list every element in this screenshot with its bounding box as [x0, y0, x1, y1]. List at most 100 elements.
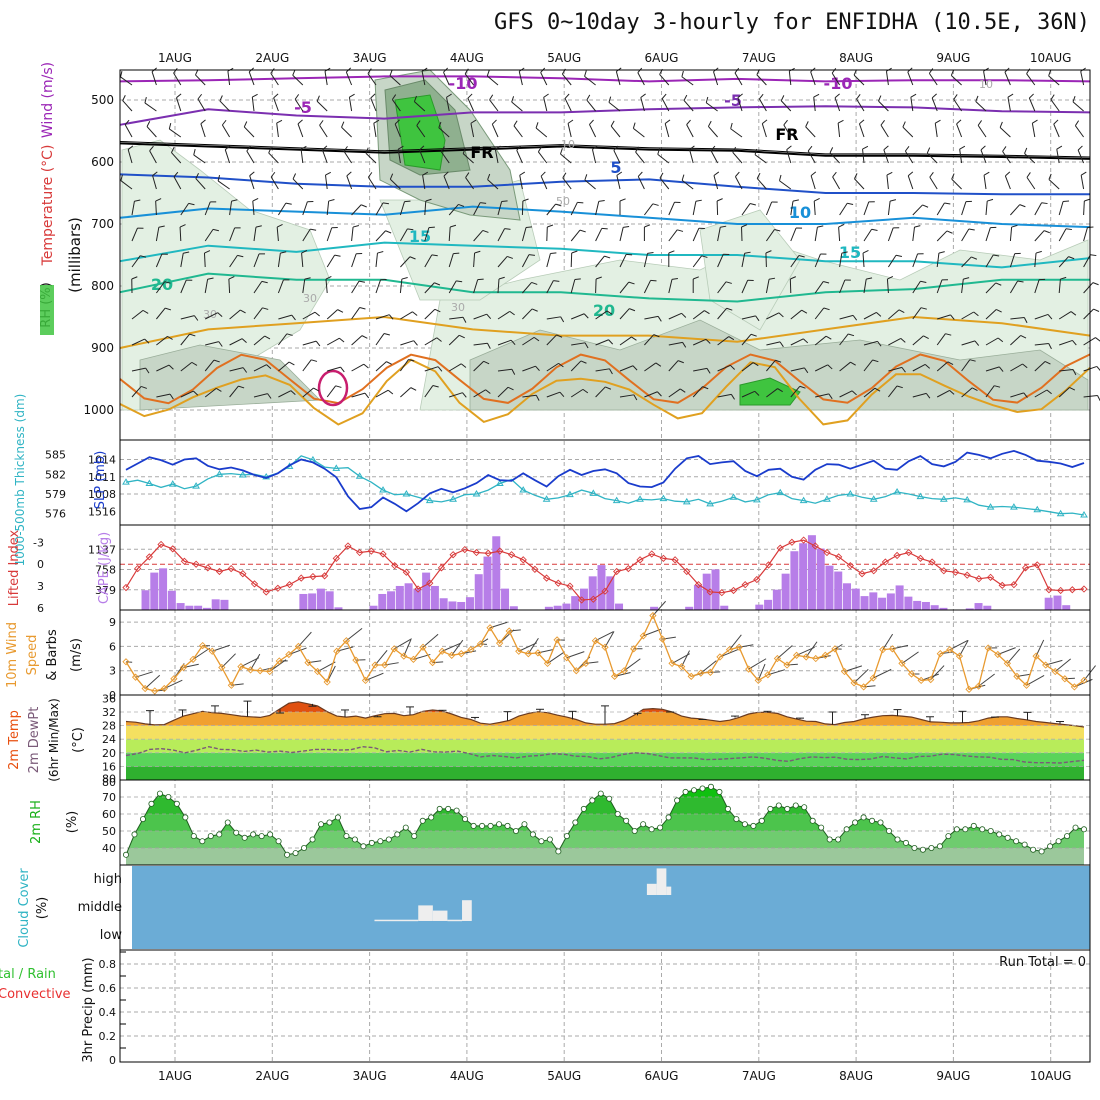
wind-barb-feather [146, 121, 151, 127]
wind-barb [980, 149, 987, 164]
wind-barb-feather [358, 280, 366, 283]
rh2m-marker [521, 821, 528, 828]
wind-barb [400, 340, 414, 346]
temperature-contour [119, 272, 1090, 303]
wind-barb [448, 334, 460, 346]
wind-barb-feather [953, 94, 958, 100]
rh2m-marker [826, 836, 833, 843]
thickness-marker [215, 470, 224, 477]
wind-barb [448, 363, 462, 372]
wind-barb [448, 204, 459, 216]
contour-label: -5 [724, 91, 742, 110]
wind-barb [567, 123, 572, 138]
wind-barb [120, 180, 133, 190]
li-tick-label: 0 [37, 558, 44, 571]
wind10-barb [298, 631, 312, 647]
rh2m-marker [224, 819, 231, 826]
wind-barb [1034, 253, 1037, 268]
wind-barb-feather [193, 149, 196, 156]
wind-barb-feather [391, 94, 397, 100]
wind-barb [880, 124, 889, 138]
rh2m-marker [470, 822, 477, 829]
wind-barb-feather [292, 173, 297, 180]
wind-barb [1034, 361, 1046, 372]
wind-barb-feather [1074, 120, 1080, 126]
wind-barb [292, 178, 304, 190]
thickness-marker [752, 495, 761, 503]
ylabel-temperature: Temperature (°C) [40, 145, 56, 267]
wind-barb [248, 71, 255, 86]
wind-barb-feather [231, 199, 238, 202]
wind-barb [151, 71, 157, 86]
cloud-block [462, 900, 472, 921]
wind-barb-feather [262, 307, 269, 310]
wind-barb [637, 72, 645, 86]
wind-barb [710, 150, 719, 164]
wind-barb [131, 201, 135, 216]
wind-barb [497, 386, 509, 398]
wind-barb-feather [668, 250, 675, 254]
wind-barb [204, 312, 218, 320]
cape-bar [439, 598, 448, 610]
wind-barb [741, 315, 756, 320]
wind10-barb [959, 640, 969, 657]
wind10-marker [131, 673, 140, 681]
wind-barb-feather [241, 338, 247, 344]
wind10-marker [802, 653, 810, 661]
wind-barb-feather [633, 394, 638, 401]
wind10-barb [1006, 648, 1021, 664]
cape-bar [571, 596, 580, 610]
lifted-index-marker [753, 575, 761, 584]
wind-barb [180, 203, 190, 216]
wind-barb [373, 123, 377, 138]
wind-barb-feather [1068, 256, 1075, 260]
wind-barb [1004, 175, 1011, 190]
wind-barb-feather [998, 366, 1004, 372]
wind-barb-feather [832, 171, 837, 178]
wind-barb-feather [928, 68, 934, 74]
lifted-index-marker [542, 574, 551, 582]
wind-barb-feather [980, 145, 986, 151]
wind-barb [790, 367, 805, 372]
wind-barb [1059, 369, 1074, 372]
temperature-contour-30 [119, 353, 1091, 405]
wind-barb [813, 97, 816, 112]
rh2m-marker [436, 805, 443, 812]
wind-barb [766, 312, 780, 320]
wind-barb [171, 152, 182, 164]
wind-barb [741, 253, 746, 268]
wind10-marker [457, 650, 465, 658]
wind10-barb [547, 651, 565, 664]
wind-barb-feather [579, 229, 586, 233]
wind-barb-feather [1023, 392, 1028, 398]
wind-barb [985, 337, 999, 346]
wind-barb-feather [249, 171, 255, 177]
lifted-index-marker [356, 548, 364, 557]
wind10-marker [246, 666, 255, 674]
date-label-top: 10AUG [1030, 51, 1072, 65]
wind-barb [741, 362, 754, 372]
thickness-marker [332, 464, 341, 471]
wind-barb [278, 314, 292, 320]
rh2m-marker [945, 833, 952, 840]
wind-barb [615, 71, 621, 86]
cape-bar [650, 606, 659, 610]
wind-barb [351, 253, 357, 268]
wind-barb [961, 387, 973, 398]
wind-barb-feather [963, 277, 970, 280]
lifted-index-marker [624, 564, 633, 573]
wind-barb-feather [311, 359, 318, 362]
wind-barb [253, 253, 260, 268]
wind-barb [367, 176, 377, 190]
wind-barb [1080, 71, 1085, 86]
wind-barb [229, 367, 244, 372]
wind-barb-feather [586, 94, 591, 101]
wind-barb-feather [847, 202, 854, 205]
wind-barb-feather [874, 387, 881, 392]
wind-barb [756, 74, 767, 86]
wind-barb [961, 228, 970, 242]
wind-barb-feather [949, 390, 955, 395]
wind-barb [543, 97, 548, 112]
cape-bar [202, 607, 211, 610]
